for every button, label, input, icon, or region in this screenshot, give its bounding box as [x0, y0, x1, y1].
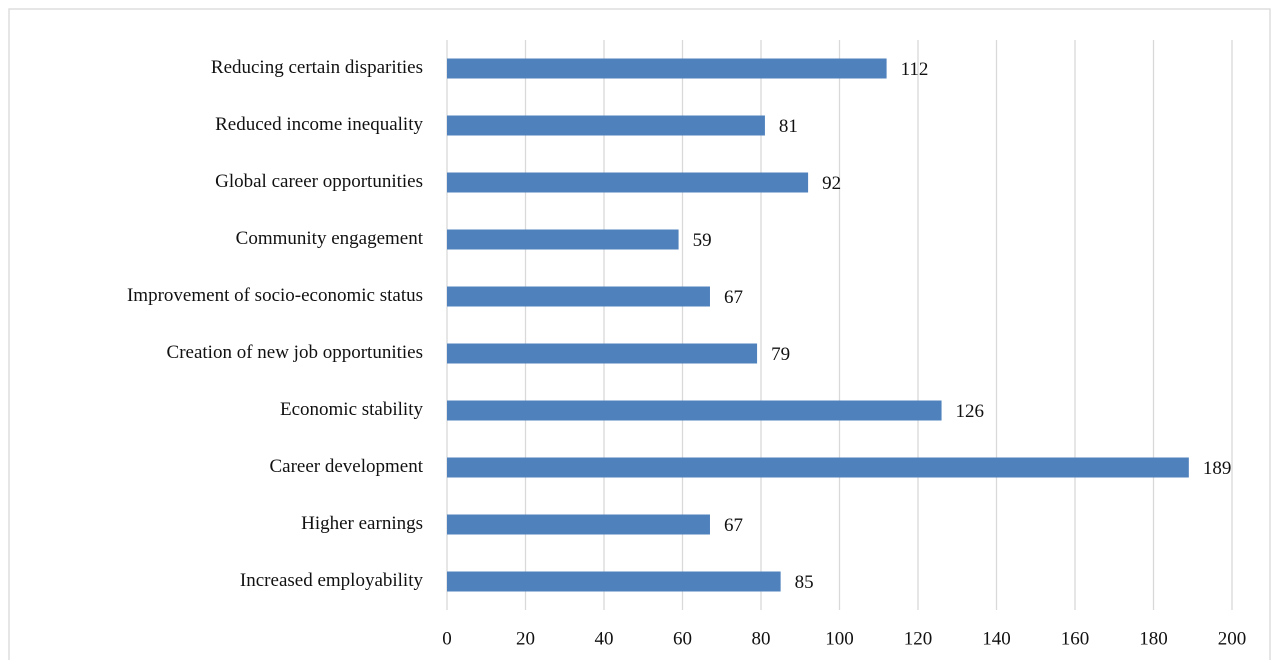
- y-tick-label: Global career opportunities: [215, 171, 423, 192]
- value-label: 81: [779, 116, 798, 137]
- x-tick-label: 160: [1061, 628, 1090, 649]
- y-tick-label: Improvement of socio-economic status: [127, 285, 423, 306]
- bar: [447, 457, 1189, 478]
- y-tick-label: Career development: [269, 456, 423, 477]
- value-label: 112: [901, 59, 929, 80]
- bar: [447, 343, 758, 364]
- y-tick-label: Community engagement: [236, 228, 424, 249]
- bar: [447, 172, 809, 193]
- x-tick-label: 80: [752, 628, 771, 649]
- x-tick-label: 20: [516, 628, 535, 649]
- value-label: 189: [1203, 458, 1232, 479]
- x-tick-label: 200: [1218, 628, 1247, 649]
- x-tick-label: 180: [1139, 628, 1168, 649]
- value-label: 59: [693, 230, 712, 251]
- y-tick-label: Economic stability: [280, 399, 424, 420]
- bar: [447, 229, 679, 250]
- y-tick-label: Reduced income inequality: [215, 114, 423, 135]
- bar: [447, 400, 942, 421]
- x-tick-label: 100: [825, 628, 854, 649]
- value-label: 67: [724, 515, 743, 536]
- value-label: 79: [771, 344, 790, 365]
- y-tick-label: Increased employability: [240, 570, 424, 591]
- value-label: 85: [795, 572, 814, 593]
- x-tick-label: 140: [982, 628, 1011, 649]
- x-tick-label: 60: [673, 628, 692, 649]
- bar: [447, 571, 781, 592]
- y-tick-label: Creation of new job opportunities: [167, 342, 423, 363]
- x-tick-label: 0: [442, 628, 452, 649]
- value-label: 67: [724, 287, 743, 308]
- x-tick-label: 120: [904, 628, 933, 649]
- chart-border: [8, 8, 1271, 660]
- y-tick-label: Higher earnings: [301, 513, 423, 534]
- bar: [447, 115, 765, 136]
- bar: [447, 58, 887, 79]
- bar: [447, 286, 710, 307]
- value-label: 92: [822, 173, 841, 194]
- value-label: 126: [956, 401, 985, 422]
- x-tick-label: 40: [595, 628, 614, 649]
- bar: [447, 514, 710, 535]
- y-tick-label: Reducing certain disparities: [211, 57, 423, 78]
